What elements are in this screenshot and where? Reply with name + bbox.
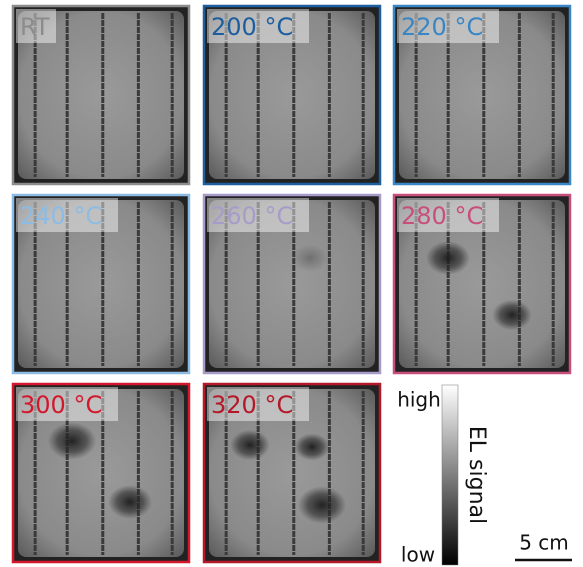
dark-spot — [292, 244, 327, 271]
el-panel: 280 °C — [394, 195, 570, 373]
panel-label: 240 °C — [20, 202, 102, 230]
dark-spot — [294, 433, 329, 460]
dark-spot — [492, 300, 532, 331]
el-panel: 240 °C — [13, 195, 189, 373]
el-panel: 200 °C — [204, 6, 380, 184]
panel-label: 320 °C — [211, 391, 293, 419]
el-panel: 320 °C — [204, 384, 380, 562]
panel-label: 200 °C — [211, 13, 293, 41]
el-panel: RT — [13, 6, 189, 184]
dark-spot — [426, 241, 470, 275]
dark-spot — [230, 430, 270, 461]
panel-label: 260 °C — [211, 202, 293, 230]
dark-spot — [108, 485, 152, 519]
colorbar-low: low — [401, 543, 435, 567]
colorbar-title: EL signal — [464, 426, 489, 524]
dark-spot — [298, 486, 346, 523]
el-panel: 300 °C — [13, 384, 189, 562]
colorbar — [442, 385, 458, 565]
dark-spot — [48, 422, 96, 459]
scale-bar-label: 5 cm — [519, 531, 569, 555]
panel-label: RT — [20, 13, 50, 41]
panel-label: 280 °C — [401, 202, 483, 230]
el-panel: 260 °C — [204, 195, 380, 373]
colorbar-high: high — [397, 388, 441, 412]
panel-label: 220 °C — [401, 13, 483, 41]
figure: RT 200 °C 220 °C 240 °C 260 °C 280 °C 300 °C 32… — [0, 0, 583, 567]
panel-label: 300 °C — [20, 391, 102, 419]
el-panel: 220 °C — [394, 6, 570, 184]
